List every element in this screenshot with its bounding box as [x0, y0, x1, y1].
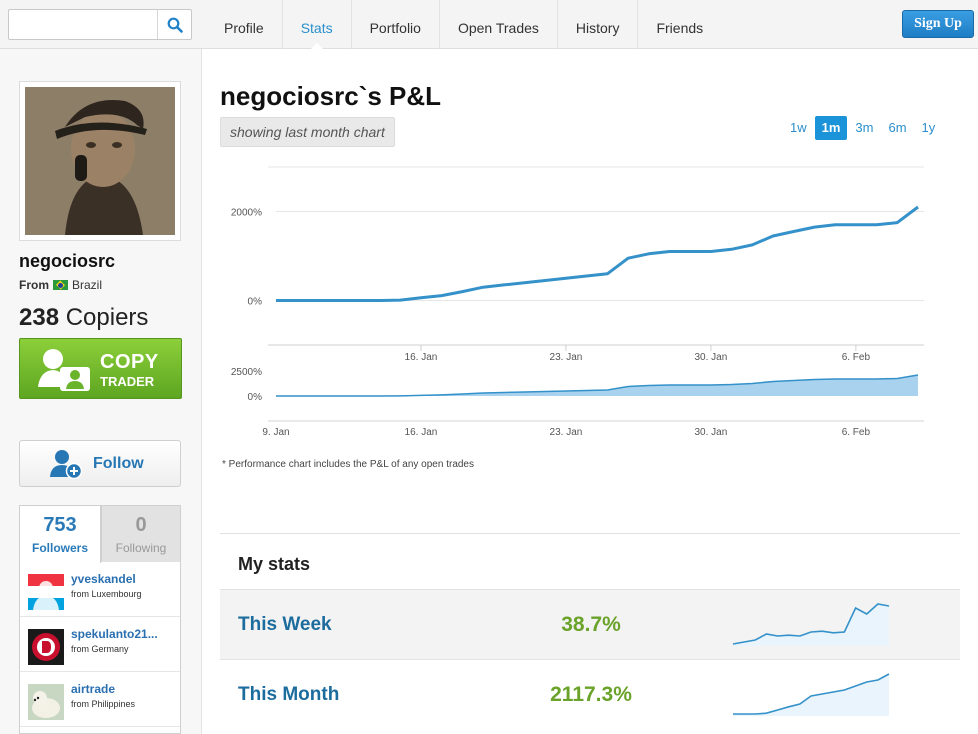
nav-y-tick-label: 0%	[248, 392, 263, 403]
tab-profile[interactable]: Profile	[224, 20, 264, 36]
follower-location: from Germany	[71, 644, 129, 654]
x-tick-label: 6. Feb	[842, 352, 871, 363]
list-item[interactable]: spekulanto21... from Germany	[20, 617, 180, 672]
search-button[interactable]	[157, 10, 191, 39]
stat-row-week: This Week 38.7%	[220, 589, 960, 659]
sign-up-button[interactable]: Sign Up	[902, 10, 974, 38]
country-name: Brazil	[72, 278, 103, 292]
follower-name: spekulanto21...	[71, 627, 158, 641]
tab-open-trades[interactable]: Open Trades	[438, 0, 557, 49]
copy-people-icon	[38, 349, 90, 391]
follower-avatar	[28, 684, 64, 720]
page-title: negociosrc`s P&L	[220, 81, 442, 111]
tab-followers[interactable]: 753 Followers	[19, 505, 101, 563]
chart-period-caption: showing last month chart	[220, 117, 395, 147]
sparkline	[733, 673, 890, 716]
add-user-icon	[50, 450, 83, 479]
stat-label: This Week	[238, 614, 332, 635]
range-selector: 1w 1m 3m 6m 1y	[782, 116, 942, 140]
following-label: Following	[115, 541, 167, 555]
sparkline-line	[732, 603, 890, 645]
tab-stats[interactable]: Stats	[281, 0, 351, 50]
y-tick-label: 0%	[248, 297, 263, 308]
x-tick-label: 30. Jan	[694, 352, 727, 363]
followers-count: 753	[43, 514, 77, 536]
profile-sidebar: negociosrc From Brazil 238 Copiers COPY …	[0, 49, 202, 734]
follower-location: from Philippines	[71, 699, 136, 709]
tab-portfolio[interactable]: Portfolio	[350, 0, 439, 49]
follow-label: Follow	[93, 455, 144, 472]
copiers-count: 238 Copiers	[19, 304, 148, 332]
navigator-line	[276, 374, 919, 397]
stat-value: 38.7%	[561, 613, 621, 636]
x-tick-label: 16. Jan	[405, 352, 438, 363]
trader-label: TRADER	[100, 374, 155, 389]
follower-avatar	[28, 574, 64, 610]
top-bar: Profile Stats Portfolio Open Trades Hist…	[0, 0, 978, 50]
user-location: From Brazil	[19, 278, 102, 292]
range-6m[interactable]: 6m	[888, 120, 907, 135]
search-box	[8, 9, 192, 40]
stats-panel: My stats This Week 38.7% This Month 2117…	[220, 533, 960, 734]
following-count: 0	[135, 514, 147, 536]
search-input[interactable]	[9, 10, 157, 39]
chart-footnote: * Performance chart includes the P&L of …	[222, 459, 474, 470]
pnl-series-line	[276, 205, 919, 302]
copy-trader-button[interactable]: COPY TRADER	[19, 338, 182, 399]
nav-x-tick-label: 23. Jan	[550, 427, 583, 438]
sparkline-area	[733, 674, 889, 716]
copy-label: COPY	[100, 351, 159, 373]
x-tick-label: 23. Jan	[550, 352, 583, 363]
follower-name: airtrade	[71, 682, 116, 696]
follower-name: yveskandel	[71, 572, 136, 586]
y-tick-label: 2000%	[231, 208, 262, 219]
tab-following[interactable]: 0 Following	[101, 505, 181, 563]
pnl-chart: 2000% 0% 16. Jan 23. Jan 30. Jan 6. Feb 2500% 0…	[231, 166, 924, 438]
copiers-label: Copiers	[65, 304, 149, 331]
stat-row-month: This Month 2117.3%	[220, 659, 960, 729]
range-1m[interactable]: 1m	[814, 116, 848, 140]
tab-history[interactable]: History	[556, 0, 638, 49]
stats-heading: My stats	[238, 554, 311, 574]
stat-value: 2117.3%	[550, 683, 632, 706]
nav-x-tick-label: 30. Jan	[694, 427, 727, 438]
tab-friends[interactable]: Friends	[637, 0, 721, 49]
follow-button[interactable]: Follow	[19, 440, 181, 487]
nav-x-tick-label: 6. Feb	[842, 427, 871, 438]
main-nav: Profile Stats Portfolio Open Trades Hist…	[205, 0, 721, 50]
copiers-number: 238	[19, 304, 60, 331]
range-3m[interactable]: 3m	[855, 120, 874, 135]
navigator-area	[276, 375, 918, 396]
search-icon	[167, 17, 183, 33]
username: negociosrc	[19, 251, 116, 271]
avatar[interactable]	[19, 81, 181, 241]
follower-location: from Luxembourg	[71, 589, 142, 599]
list-item[interactable]: airtrade from Philippines	[20, 672, 180, 727]
nav-x-tick-label: 16. Jan	[405, 427, 438, 438]
sparkline-line	[733, 673, 890, 715]
range-1w[interactable]: 1w	[790, 120, 807, 135]
followers-list: yveskandel from Luxembourg spekulanto21.…	[19, 562, 181, 734]
range-1y[interactable]: 1y	[921, 120, 936, 135]
from-label: From	[19, 278, 49, 292]
stat-label: This Month	[238, 684, 340, 705]
avatar-photo	[25, 87, 175, 235]
follower-avatar	[28, 629, 64, 665]
sparkline	[732, 603, 890, 646]
nav-x-tick-label: 9. Jan	[262, 427, 289, 438]
brazil-flag-icon	[53, 280, 68, 290]
nav-y-tick-label: 2500%	[231, 367, 262, 378]
list-item[interactable]: yveskandel from Luxembourg	[20, 562, 180, 617]
followers-panel: 753 Followers 0 Following yveskandel fro…	[19, 505, 181, 734]
followers-label: Followers	[31, 541, 88, 555]
